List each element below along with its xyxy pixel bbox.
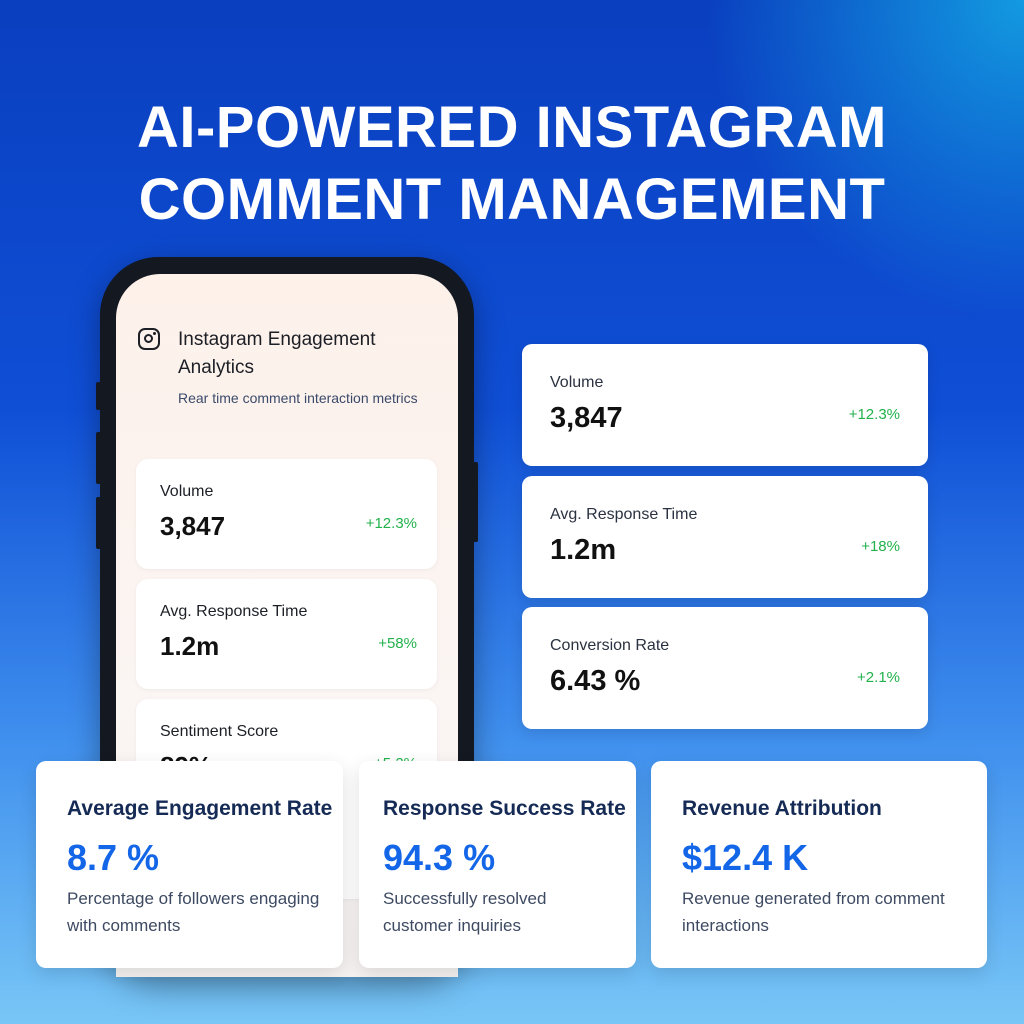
metric-value: 6.43 % (550, 665, 641, 697)
card-description: Successfully resolved customer inquiries (383, 889, 547, 935)
metric-change: +2.1% (857, 669, 900, 686)
metric-change: +12.3% (365, 515, 417, 532)
headline-line-1: AI-POWERED INSTAGRAM (136, 95, 887, 160)
card-title: Response Success Rate (383, 797, 626, 820)
metric-change: +18% (861, 538, 900, 555)
phone-mute-button (96, 382, 101, 410)
phone-volume-up-button (96, 432, 101, 484)
metric-change: +12.3% (848, 406, 900, 423)
side-card-conversion-rate[interactable]: Conversion Rate 6.43 % +2.1% (522, 607, 928, 729)
card-value: 8.7 % (67, 837, 160, 878)
side-card-response-time[interactable]: Avg. Response Time 1.2m +18% (522, 476, 928, 598)
page-headline: AI-POWERED INSTAGRAM COMMENT MANAGEMENT (0, 92, 1024, 236)
card-title: Average Engagement Rate (67, 797, 333, 820)
bottom-card-response-success[interactable]: Response Success Rate 94.3 % Successfull… (359, 761, 636, 968)
phone-power-button (473, 462, 478, 542)
phone-volume-down-button (96, 497, 101, 549)
bottom-card-revenue-attribution[interactable]: Revenue Attribution $12.4 K Revenue gene… (651, 761, 987, 968)
metric-value: 3,847 (550, 402, 623, 434)
metric-value: 1.2m (550, 534, 617, 566)
metric-label: Volume (550, 374, 604, 391)
metric-label: Conversion Rate (550, 637, 670, 654)
phone-metric-card-response-time[interactable]: Avg. Response Time 1.2m +58% (136, 579, 437, 689)
analytics-title: Instagram Engagement Analytics (178, 329, 376, 378)
card-value: 94.3 % (383, 837, 496, 878)
instagram-icon (138, 328, 160, 350)
bottom-card-engagement-rate[interactable]: Average Engagement Rate 8.7 % Percentage… (36, 761, 343, 968)
phone-metric-card-volume[interactable]: Volume 3,847 +12.3% (136, 459, 437, 569)
card-title: Revenue Attribution (682, 797, 882, 820)
card-description: Revenue generated from comment interacti… (682, 889, 945, 935)
card-description: Percentage of followers engaging with co… (67, 889, 320, 935)
metric-label: Avg. Response Time (160, 603, 308, 620)
metric-label: Volume (160, 483, 214, 500)
headline-line-2: COMMENT MANAGEMENT (138, 167, 886, 232)
analytics-subtitle: Rear time comment interaction metrics (178, 390, 418, 406)
side-card-volume[interactable]: Volume 3,847 +12.3% (522, 344, 928, 466)
metric-value: 1.2m (160, 631, 220, 661)
metric-change: +58% (378, 635, 417, 652)
metric-label: Sentiment Score (160, 723, 279, 740)
card-value: $12.4 K (682, 837, 809, 878)
metric-label: Avg. Response Time (550, 506, 698, 523)
metric-value: 3,847 (160, 511, 226, 541)
